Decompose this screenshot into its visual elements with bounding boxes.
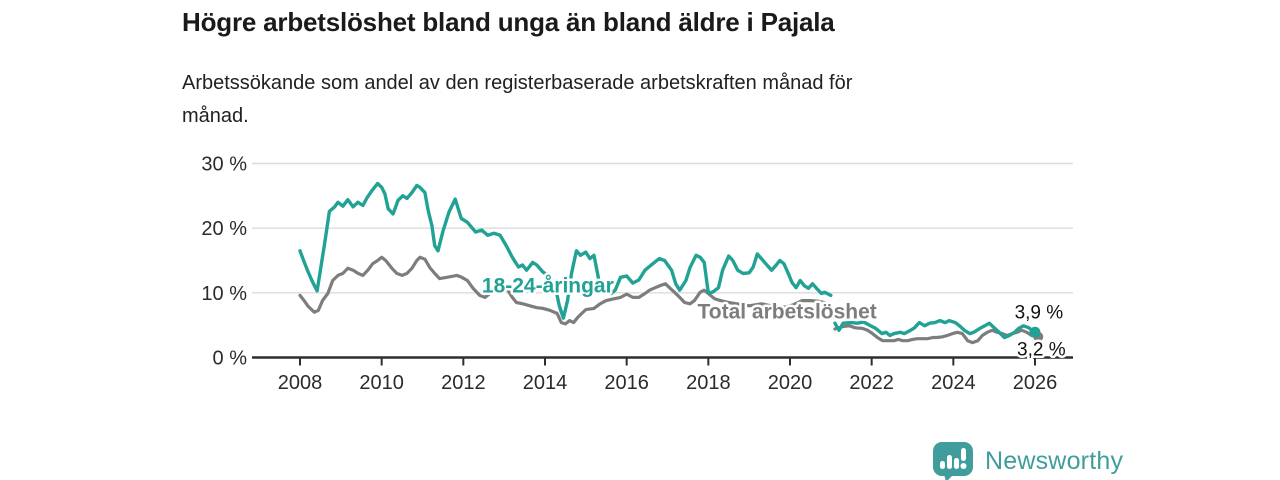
y-axis-tick-label: 0 % (213, 348, 248, 370)
x-axis-tick-label: 2020 (768, 372, 813, 394)
x-axis-tick-label: 2016 (604, 372, 649, 394)
end-value-label: 3,2 % (1017, 340, 1066, 361)
y-axis-tick-label: 30 % (201, 153, 247, 175)
series-inline-label: Total arbetslöshet (697, 301, 876, 324)
chart-header: Högre arbetslöshet bland unga än bland ä… (182, 6, 1182, 133)
x-axis-tick-label: 2026 (1013, 372, 1058, 394)
series-line-18-24-ringar (833, 318, 1037, 340)
chart-subtitle: Arbetssökande som andel av den registerb… (182, 67, 1182, 133)
chart-subtitle-line1: Arbetssökande som andel av den registerb… (182, 71, 853, 94)
series-line-total-arbetsl-shet (833, 324, 1040, 345)
newsworthy-logo: Newsworthy (931, 440, 1123, 480)
series-end-dot-18-24-ringar (1029, 326, 1041, 338)
series-line-total-arbetsl-shet (298, 255, 833, 326)
x-axis-tick-label: 2012 (441, 372, 486, 394)
y-axis-tick-label: 20 % (201, 218, 247, 240)
x-axis-tick-label: 2022 (849, 372, 894, 394)
end-value-label: 3,9 % (1015, 302, 1064, 323)
chart-title: Högre arbetslöshet bland unga än bland ä… (182, 7, 835, 37)
series-line-18-24-ringar (298, 181, 833, 320)
x-axis-tick-label: 2018 (686, 372, 731, 394)
series-inline-label: 18-24-åringar (482, 275, 614, 298)
newsworthy-bar-chart-bubble-icon (933, 442, 973, 480)
x-axis-tick-label: 2014 (523, 372, 568, 394)
x-axis-tick-label: 2008 (278, 372, 323, 394)
x-axis-tick-label: 2024 (931, 372, 976, 394)
y-axis-tick-label: 10 % (201, 283, 247, 305)
chart-subtitle-line2: månad. (182, 104, 249, 127)
x-axis-tick-label: 2010 (359, 372, 404, 394)
newsworthy-brand-name: Newsworthy (985, 446, 1124, 475)
